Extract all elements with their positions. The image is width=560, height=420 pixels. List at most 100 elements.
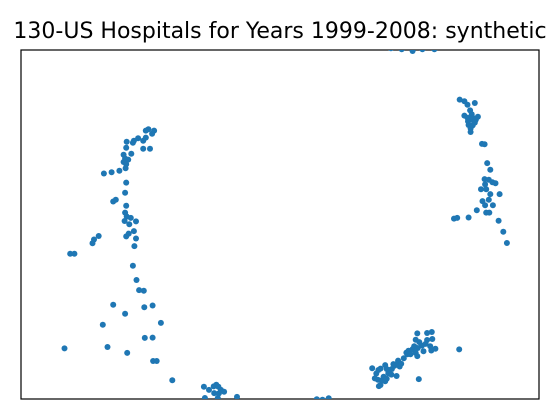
scatter-point: [123, 179, 130, 186]
scatter-point: [485, 196, 492, 203]
scatter-point: [398, 50, 405, 53]
scatter-point: [201, 395, 208, 399]
scatter-point: [133, 277, 140, 283]
scatter-point: [129, 139, 136, 146]
scatter-point: [415, 376, 422, 383]
scatter-point: [465, 214, 472, 221]
scatter-point: [383, 375, 390, 382]
scatter-point: [108, 169, 115, 176]
scatter-point: [500, 228, 507, 235]
scatter-point: [169, 377, 176, 384]
scatter-point: [100, 170, 107, 177]
scatter-point: [122, 165, 129, 172]
scatter-point: [400, 355, 407, 362]
scatter-point: [428, 329, 435, 335]
scatter-point: [127, 214, 134, 221]
scatter-point: [99, 321, 106, 328]
scatter-point: [95, 233, 102, 239]
scatter-point: [388, 50, 394, 52]
scatter-point: [104, 344, 111, 350]
scatter-point: [483, 186, 490, 193]
scatter-point: [377, 365, 384, 372]
scatter-point: [393, 373, 400, 379]
scatter-point: [471, 119, 478, 126]
plot-area: [20, 49, 540, 400]
scatter-point: [487, 166, 494, 173]
scatter-point: [140, 137, 147, 144]
scatter-point: [215, 390, 222, 397]
scatter-point: [128, 150, 135, 157]
scatter-point: [211, 390, 218, 397]
scatter-point: [136, 287, 143, 294]
scatter-point: [140, 287, 147, 294]
scatter-point: [110, 301, 117, 308]
scatter-point: [141, 334, 148, 341]
scatter-point: [221, 388, 228, 395]
chart-title: 130-US Hospitals for Years 1999-2008: sy…: [13, 19, 546, 44]
scatter-point: [456, 346, 463, 353]
scatter-point: [133, 235, 139, 242]
scatter-point: [131, 243, 138, 250]
scatter-point: [486, 209, 493, 216]
scatter-point: [419, 50, 426, 53]
scatter-point: [200, 383, 207, 390]
scatter-point: [125, 156, 132, 163]
scatter-point: [124, 349, 131, 356]
scatter-point: [61, 345, 68, 352]
scatter-point: [313, 396, 320, 399]
scatter-point: [149, 302, 156, 309]
scatter-point: [496, 191, 503, 198]
scatter-point: [89, 240, 96, 247]
scatter-point: [141, 304, 148, 311]
scatter-point: [409, 50, 416, 54]
scatter-point: [482, 181, 489, 188]
scatter-point: [123, 233, 130, 240]
scatter-point: [431, 50, 438, 53]
scatter-point: [456, 96, 463, 103]
scatter-point: [377, 382, 384, 388]
scatter-point: [382, 362, 389, 369]
scatter-point: [478, 186, 484, 193]
scatter-point: [142, 127, 149, 134]
scatter-point: [123, 202, 130, 209]
scatter-point: [110, 198, 117, 205]
scatter-point: [126, 221, 133, 228]
scatter-point: [121, 218, 128, 224]
scatter-point: [432, 345, 439, 352]
scatter-point: [489, 202, 496, 209]
scatter-point: [482, 202, 489, 209]
scatter-point: [71, 250, 78, 257]
scatter-point: [492, 180, 499, 187]
scatter-point: [474, 113, 481, 120]
scatter-point: [149, 130, 156, 137]
scatter-point: [407, 351, 414, 358]
scatter-point: [473, 207, 480, 214]
scatter-point: [130, 228, 137, 235]
scatter-point: [388, 371, 395, 378]
scatter-point: [123, 138, 130, 145]
scatter-point: [454, 214, 461, 221]
scatter-point: [149, 334, 156, 341]
scatter-point: [122, 189, 129, 196]
scatter-point: [414, 330, 421, 337]
scatter-point: [116, 167, 123, 174]
scatter-point: [122, 310, 129, 317]
scatter-point: [398, 360, 405, 367]
scatter-point: [414, 353, 421, 360]
scatter-point: [133, 218, 139, 225]
scatter-point: [424, 337, 431, 343]
scatter-point: [140, 145, 147, 152]
scatter-point: [319, 396, 326, 399]
scatter-point: [234, 393, 240, 399]
data-points: [61, 50, 510, 399]
scatter-point: [153, 358, 160, 364]
scatter-point: [420, 348, 427, 355]
scatter-point: [471, 100, 478, 106]
scatter-point: [484, 160, 491, 167]
scatter-point: [429, 336, 436, 342]
scatter-point: [325, 395, 332, 399]
scatter-point: [503, 240, 510, 246]
scatter-point: [67, 250, 74, 257]
scatter-point: [495, 217, 502, 224]
